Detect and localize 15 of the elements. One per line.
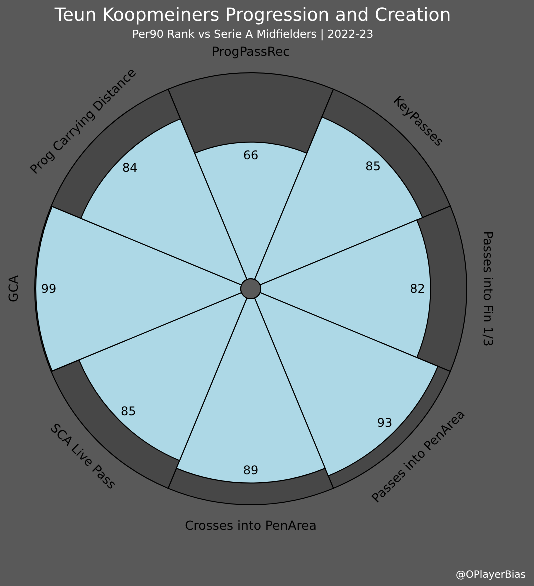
data-label: 89 xyxy=(243,463,259,478)
text: Per90 Rank vs Serie A Midfielders | 2022-23 xyxy=(132,28,374,41)
data-label: 85 xyxy=(121,404,136,418)
category-label: GCA xyxy=(6,275,21,302)
data-label: 93 xyxy=(377,416,393,430)
data-label: 84 xyxy=(122,161,138,176)
data-label: 85 xyxy=(366,160,381,174)
text: Teun Koopmeiners Progression and Creation xyxy=(54,5,452,26)
category-label: ProgPassRec xyxy=(212,44,290,59)
text: @OPlayerBias xyxy=(456,570,526,581)
category-label: Passes into Fin 1/3 xyxy=(481,231,496,347)
data-label: 66 xyxy=(243,148,259,162)
data-label: 99 xyxy=(41,282,57,296)
category-label: Crosses into PenArea xyxy=(185,518,317,533)
data-label: 82 xyxy=(410,282,426,296)
